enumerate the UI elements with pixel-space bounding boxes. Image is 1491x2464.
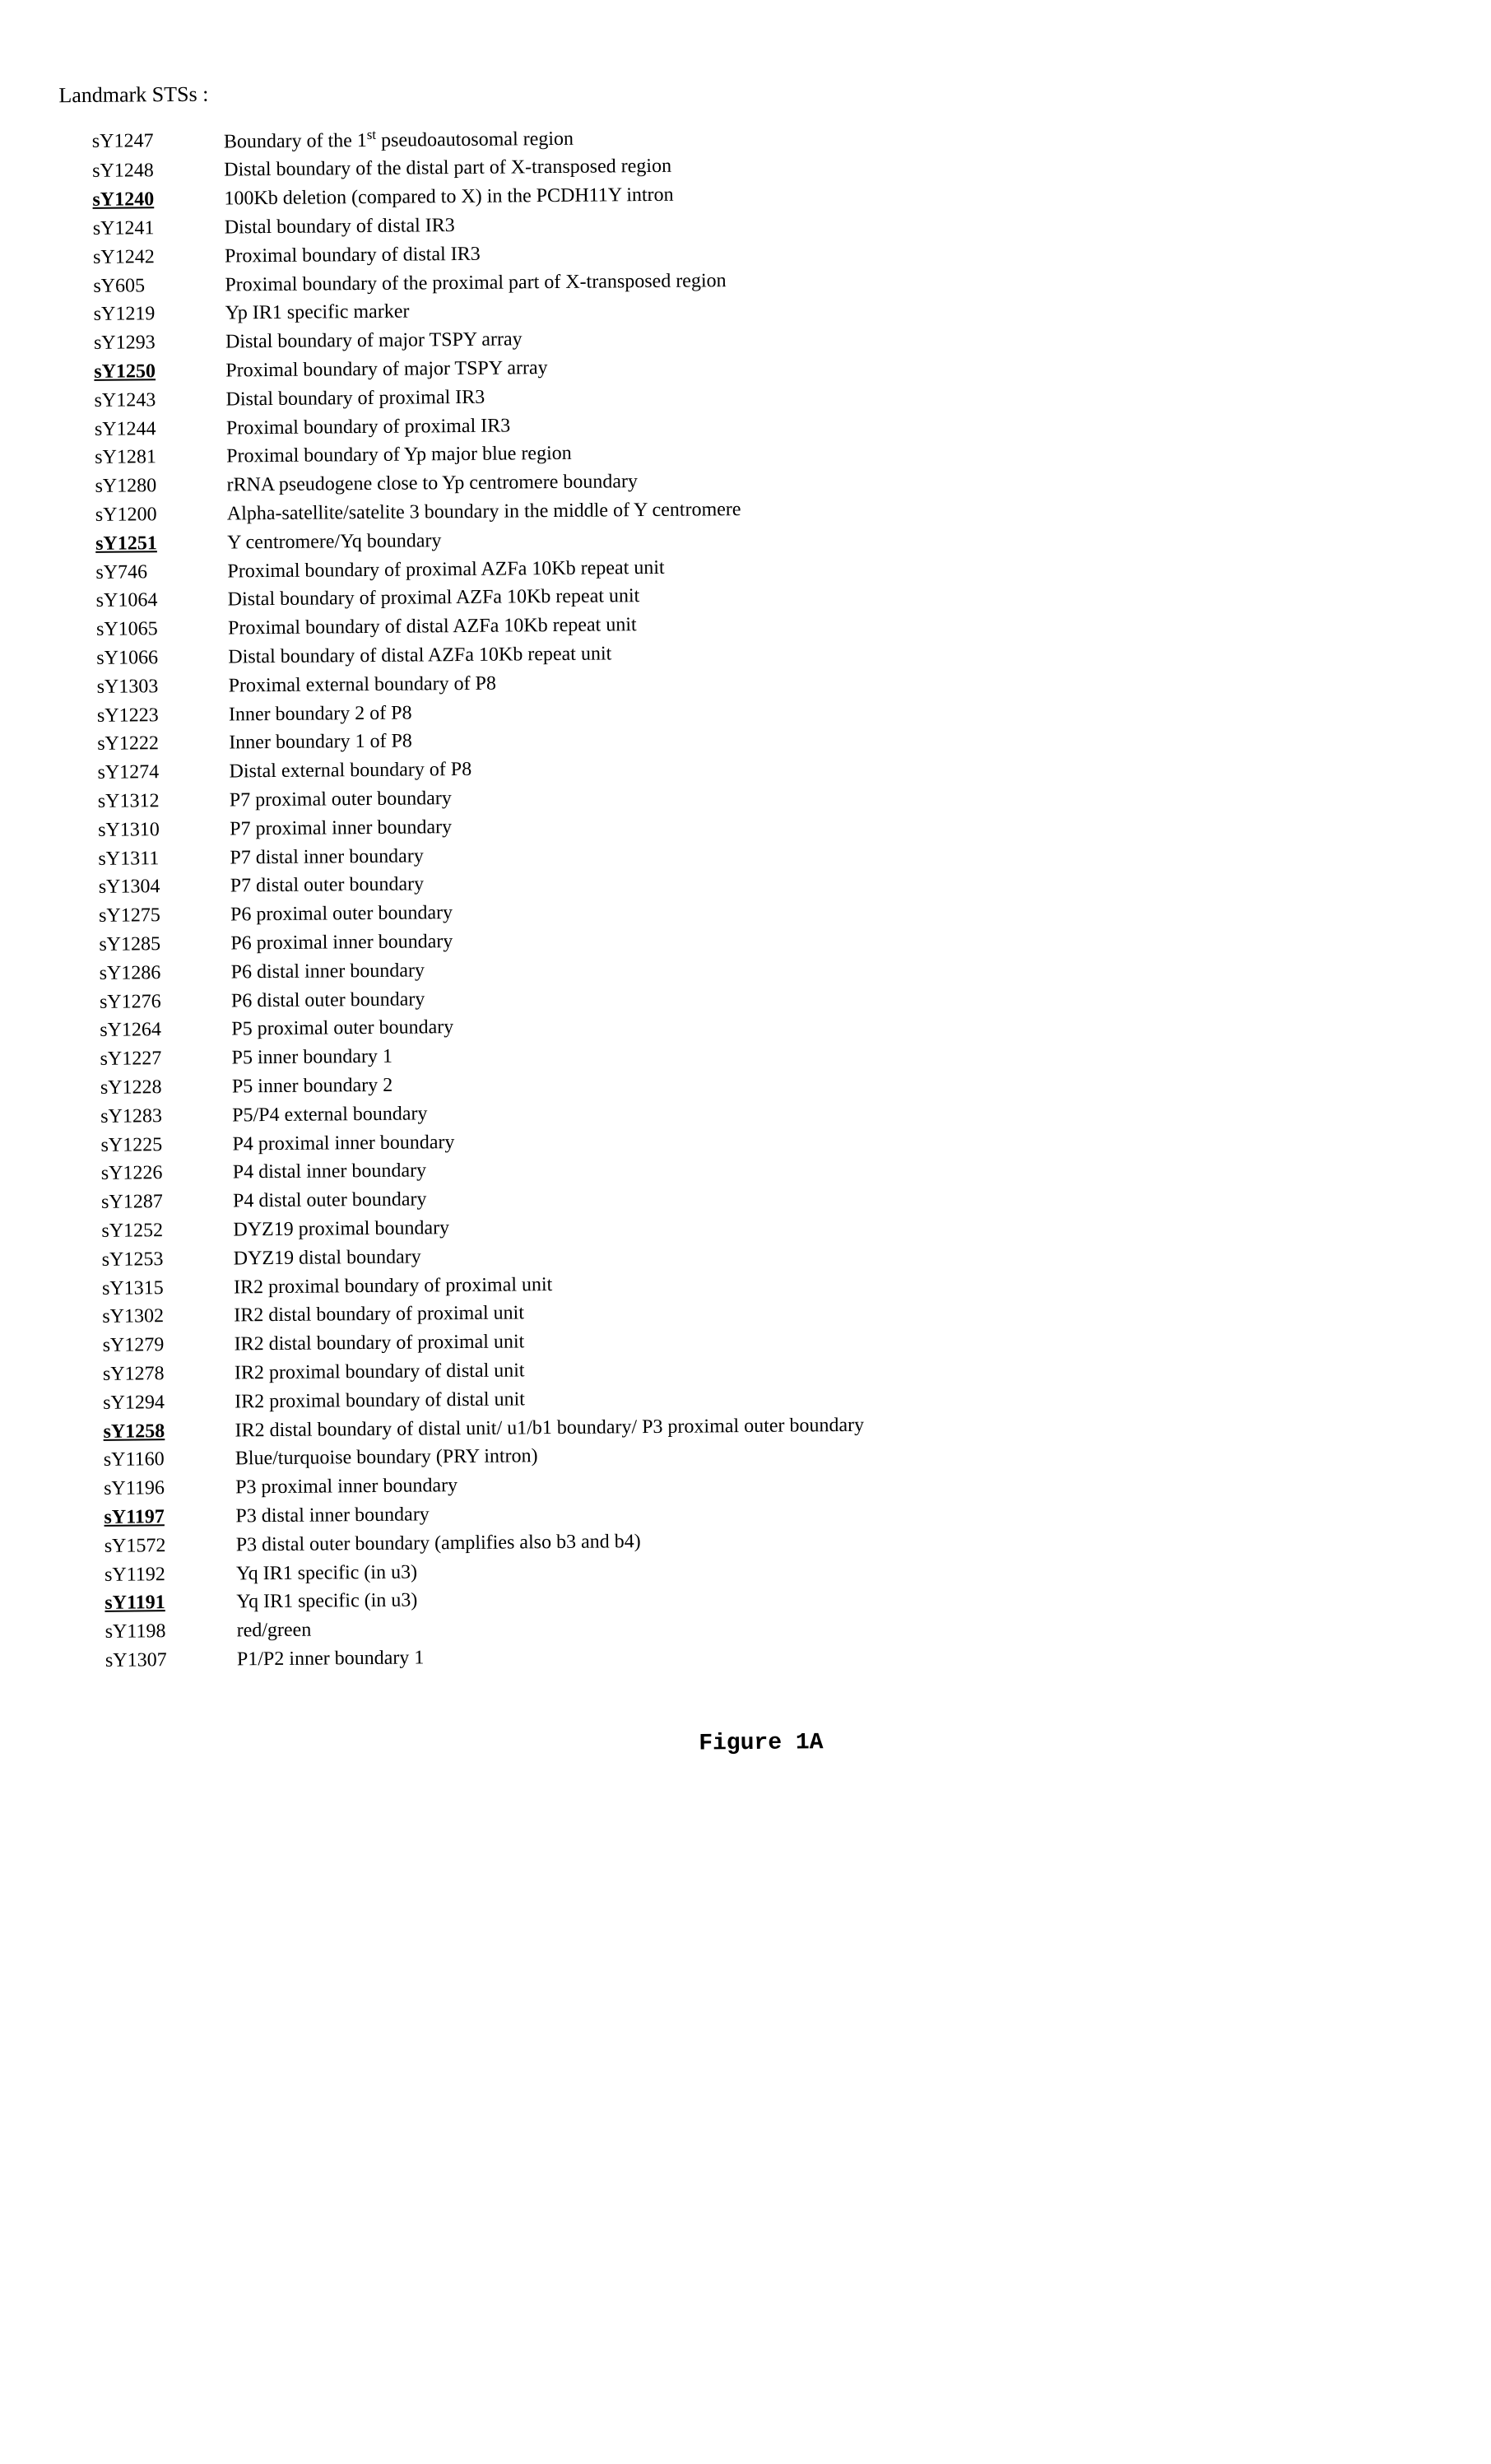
- sts-id: sY1286: [100, 958, 231, 988]
- sts-id: sY1276: [100, 987, 231, 1016]
- sts-id: sY1227: [100, 1044, 231, 1074]
- sts-id: sY1283: [100, 1101, 232, 1131]
- sts-id: sY1303: [97, 672, 229, 701]
- sts-id: sY1243: [94, 385, 225, 415]
- sts-id: sY1196: [104, 1474, 235, 1504]
- sts-id: sY1241: [93, 214, 225, 244]
- figure-label: Figure 1A: [106, 1722, 1416, 1766]
- sts-list: sY1247Boundary of the 1st pseudoautosoma…: [92, 116, 1415, 1676]
- sts-id: sY1279: [102, 1331, 234, 1360]
- sts-id: sY1274: [97, 758, 229, 788]
- sts-id: sY1278: [103, 1359, 235, 1388]
- page-title: Landmark STSs :: [58, 68, 1401, 111]
- sts-id: sY1275: [99, 901, 230, 931]
- sts-id: sY1065: [96, 615, 228, 644]
- sts-id: sY1285: [99, 929, 230, 959]
- sts-id: sY1280: [95, 472, 226, 501]
- sts-id: sY1240: [92, 185, 224, 215]
- sts-id: sY1247: [92, 126, 224, 156]
- sts-id: sY1251: [95, 528, 227, 558]
- sts-id: sY1228: [100, 1072, 232, 1102]
- sts-id: sY1294: [103, 1388, 235, 1417]
- sts-id: sY1242: [93, 242, 225, 272]
- sts-id: sY1311: [98, 844, 230, 873]
- sts-id: sY1287: [101, 1188, 233, 1217]
- sts-id: sY1191: [105, 1588, 236, 1618]
- sts-id: sY1307: [105, 1645, 237, 1675]
- sts-id: sY1200: [95, 500, 227, 530]
- sts-id: sY1250: [94, 357, 225, 387]
- sts-id: sY746: [95, 557, 227, 587]
- sts-id: sY1304: [99, 872, 230, 902]
- sts-id: sY1572: [105, 1531, 236, 1560]
- sts-id: sY1302: [102, 1302, 234, 1332]
- sts-id: sY605: [93, 271, 225, 300]
- sts-id: sY1219: [94, 300, 225, 329]
- sts-id: sY1223: [97, 700, 229, 730]
- sts-id: sY1197: [104, 1502, 235, 1532]
- sts-id: sY1310: [98, 815, 230, 844]
- sts-id: sY1225: [100, 1130, 232, 1160]
- sts-id: sY1064: [96, 586, 228, 616]
- sts-id: sY1252: [101, 1216, 233, 1245]
- sts-id: sY1293: [94, 328, 225, 358]
- sts-id: sY1264: [100, 1016, 231, 1045]
- sts-id: sY1244: [95, 414, 226, 444]
- sts-id: sY1281: [95, 443, 226, 472]
- sts-id: sY1198: [105, 1617, 237, 1647]
- sts-id: sY1315: [102, 1273, 234, 1303]
- sts-id: sY1253: [102, 1244, 234, 1274]
- sts-id: sY1248: [92, 156, 224, 186]
- sts-id: sY1222: [97, 729, 229, 759]
- sts-id: sY1226: [101, 1159, 233, 1188]
- sts-id: sY1258: [103, 1416, 235, 1446]
- sts-id: sY1066: [96, 644, 228, 673]
- sts-id: sY1192: [105, 1560, 236, 1589]
- sts-id: sY1312: [98, 786, 230, 816]
- sts-id: sY1160: [104, 1445, 235, 1475]
